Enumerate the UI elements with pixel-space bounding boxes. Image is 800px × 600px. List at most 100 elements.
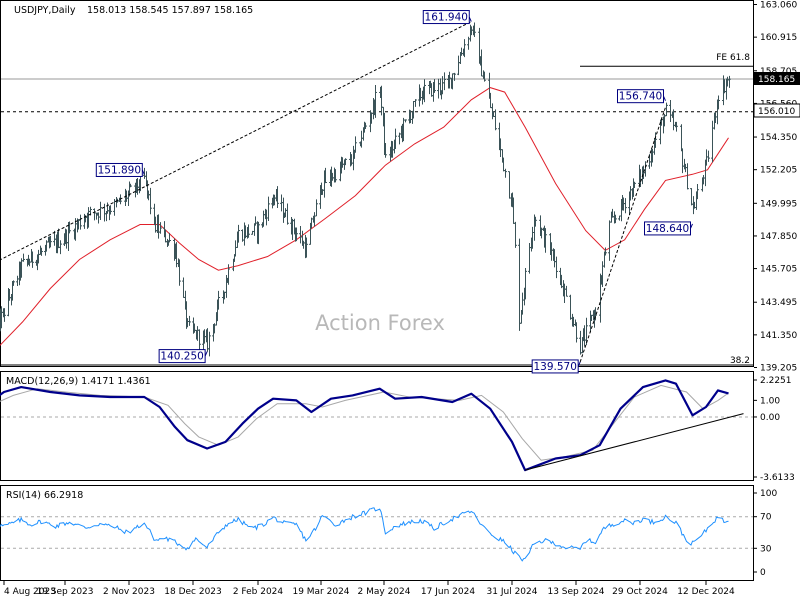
ohlc-bar: [286, 203, 289, 225]
macd-tick-label: -3.6133: [760, 473, 795, 483]
fib-382-label: 38.2: [730, 356, 750, 366]
ohlc-bar: [12, 280, 15, 286]
swing-label-box: [531, 359, 579, 374]
ohlc-bar: [696, 184, 699, 200]
level-price-box: [753, 103, 800, 118]
swing-labels: 151.890 140.250 161.940 139.570 156.740 148.6…: [95, 10, 693, 374]
price-y-axis: 163.060160.915158.705156.560154.350152.2…: [754, 1, 797, 374]
macd-tick-label: 0.00: [760, 413, 780, 423]
ohlc-bar: [374, 84, 377, 118]
rsi-plot: 100 70 30 0: [0, 489, 777, 578]
ohlc-bar: [394, 128, 397, 150]
macd-tick-label: 1.00: [760, 396, 780, 406]
swing-label: 161.940: [422, 10, 472, 25]
ohlc-bar: [344, 158, 347, 166]
ohlc-bar: [473, 22, 476, 37]
macd-main-line: [0, 379, 729, 472]
ohlc-bar: [188, 315, 191, 326]
ohlc-bar: [453, 72, 456, 81]
fe-618-label: FE 61.8: [716, 53, 750, 63]
ohlc-bar: [295, 227, 298, 242]
ohlc-bar: [40, 247, 43, 256]
ohlc-bars: [0, 22, 731, 357]
price-tick-label: 143.495: [760, 298, 797, 308]
ohlc-bar: [494, 109, 497, 131]
swing-label-box: [158, 349, 206, 364]
x-tick-label: 18 Dec 2023: [164, 587, 222, 597]
ohlc-bar: [22, 253, 25, 262]
ohlc-bar: [109, 205, 112, 215]
swing-label: 151.890: [95, 162, 145, 177]
ohlc-bar: [665, 102, 668, 117]
x-tick-label: 31 Jul 2024: [487, 587, 538, 597]
price-tick-label: 160.915: [760, 33, 797, 43]
price-tick-label: 158.705: [760, 67, 797, 77]
rsi-tick-label: 30: [760, 544, 772, 554]
current-price-label: 158.165: [758, 75, 795, 85]
current-price-box: [754, 72, 800, 85]
ohlc-bar: [159, 222, 162, 234]
x-tick-label: 4 Aug 2023: [4, 587, 56, 597]
swing-label: 139.570: [531, 359, 581, 374]
ohlc-bar: [433, 78, 436, 93]
ohlc-bar: [49, 235, 52, 248]
ohlc-bar: [247, 224, 250, 238]
swing-label-text: 140.250: [160, 351, 203, 363]
ohlc-bar: [483, 71, 486, 82]
swing-label-text: 156.740: [619, 91, 662, 103]
ohlc-bar: [99, 201, 102, 221]
ohlc-bar: [168, 232, 171, 243]
moving-average-line: [0, 87, 729, 347]
swing-label-text: 161.940: [425, 12, 468, 24]
rsi-tick-label: 0: [760, 568, 766, 578]
price-trendline: [0, 21, 472, 261]
x-tick-label: 19 Mar 2024: [292, 587, 349, 597]
price-tick-label: 147.850: [760, 232, 797, 242]
swing-label-box: [617, 89, 664, 104]
price-tick-label: 152.205: [760, 166, 797, 176]
price-panel-title: USDJPY,Daily: [14, 5, 76, 16]
ohlc-bar: [59, 240, 62, 255]
moving-average: [0, 87, 729, 347]
x-tick-label: 12 Dec 2024: [677, 587, 735, 597]
rsi-line: [0, 507, 729, 562]
ohlc-bar: [129, 183, 132, 188]
ohlc-bar: [728, 75, 731, 88]
ohlc-bar: [614, 214, 617, 224]
price-tick-label: 145.705: [760, 265, 797, 275]
swing-label-box: [95, 162, 143, 177]
ohlc-bar: [354, 136, 357, 153]
x-tick-label: 13 Sep 2024: [547, 587, 604, 597]
ohlc-bar: [707, 150, 710, 162]
price-annotations: [1, 65, 753, 366]
ohlc-bar: [364, 122, 367, 130]
swing-label-text: 151.890: [98, 164, 141, 176]
ohlc-bar: [315, 199, 318, 217]
swing-label-text: 139.570: [533, 361, 576, 373]
ohlc-bar: [334, 169, 337, 183]
level-price-label: 156.010: [758, 107, 795, 117]
macd-panel-title: MACD(12,26,9) 1.4171 1.4361: [6, 376, 151, 387]
ohlc-bar: [717, 95, 720, 110]
x-tick-label: 29 Oct 2024: [612, 587, 668, 597]
ohlc-bar: [514, 221, 517, 248]
rsi-tick-label: 100: [760, 489, 777, 499]
price-tick-label: 139.205: [760, 364, 797, 374]
ohlc-bar: [544, 228, 547, 253]
ohlc-bar: [305, 237, 308, 258]
ohlc-bar: [524, 267, 527, 300]
rsi-panel-frame: [0, 485, 754, 581]
ohlc-bar: [414, 99, 417, 107]
ohlc-bar: [384, 142, 387, 158]
price-tick-label: 149.995: [760, 199, 797, 209]
ohlc-bar: [565, 285, 568, 297]
swing-label: 156.740: [617, 89, 666, 104]
ohlc-bar: [208, 331, 211, 357]
rsi-panel-title: RSI(14) 66.2918: [6, 490, 83, 501]
x-tick-label: 17 Jun 2024: [421, 587, 475, 597]
ohlc-bar: [324, 167, 327, 184]
macd-plot: 2.2251 1.00 0.00 -3.6133: [0, 376, 795, 483]
macd-trendline: [524, 413, 744, 471]
